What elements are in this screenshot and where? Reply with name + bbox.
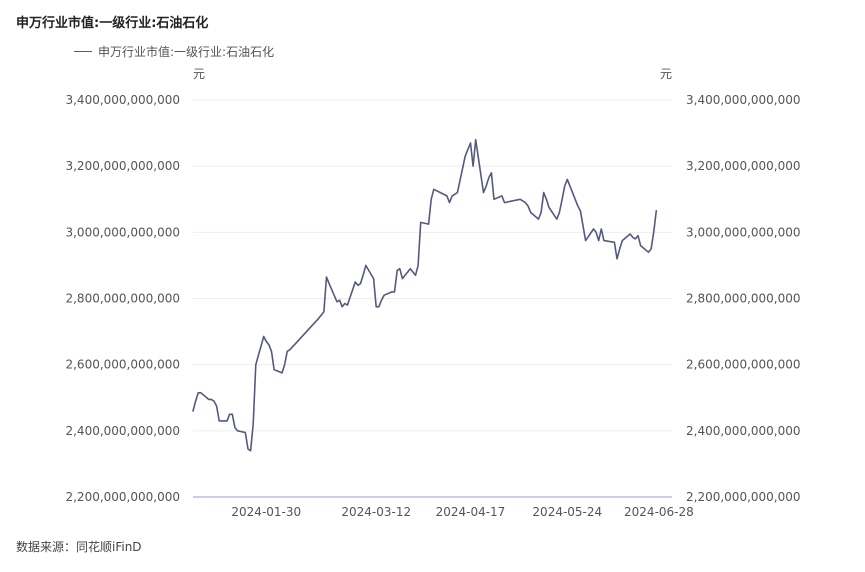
y-tick-label-right: 3,200,000,000,000: [686, 159, 801, 173]
y-tick-label-right: 2,400,000,000,000: [686, 424, 801, 438]
chart-title: 申万行业市值:一级行业:石油石化: [16, 16, 209, 31]
y-tick-label-left: 3,000,000,000,000: [65, 225, 180, 239]
y-tick-label-right: 2,600,000,000,000: [686, 358, 801, 372]
y-axis-unit-left: 元: [193, 67, 205, 81]
x-tick-label: 2024-06-28: [624, 505, 694, 519]
x-tick-label: 2024-05-24: [532, 505, 602, 519]
data-source-note: 数据来源：同花顺iFinD: [16, 540, 142, 554]
chart-legend: 申万行业市值:一级行业:石油石化: [74, 43, 274, 60]
y-tick-label-left: 2,800,000,000,000: [65, 292, 180, 306]
x-tick-label: 2024-04-17: [436, 505, 506, 519]
y-tick-label-right: 3,000,000,000,000: [686, 225, 801, 239]
y-tick-label-right: 3,400,000,000,000: [686, 93, 801, 107]
y-tick-label-right: 2,800,000,000,000: [686, 292, 801, 306]
y-tick-label-left: 3,200,000,000,000: [65, 159, 180, 173]
x-tick-label: 2024-03-12: [341, 505, 411, 519]
y-tick-label-left: 3,400,000,000,000: [65, 93, 180, 107]
y-tick-label-right: 2,200,000,000,000: [686, 490, 801, 504]
series-line: [192, 138, 658, 452]
legend-series-label: 申万行业市值:一级行业:石油石化: [98, 45, 275, 59]
y-axis-unit-right: 元: [660, 67, 672, 81]
y-tick-label-left: 2,600,000,000,000: [65, 358, 180, 372]
y-tick-label-left: 2,400,000,000,000: [65, 424, 180, 438]
legend-line-swatch: [74, 51, 92, 52]
x-tick-label: 2024-01-30: [231, 505, 301, 519]
y-tick-label-left: 2,200,000,000,000: [65, 490, 180, 504]
